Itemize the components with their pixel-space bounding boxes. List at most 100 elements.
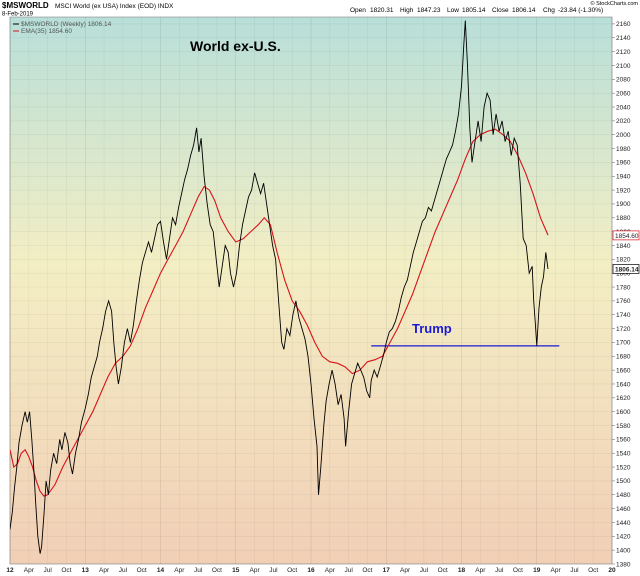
y-tick-label: 2000 <box>616 132 631 139</box>
x-tick-label: Oct <box>513 567 523 574</box>
x-axis: 12 Apr Jul Oct 13 Apr Jul Oct 14 Apr Jul Oct 15 Apr Ju… <box>6 567 616 574</box>
grid <box>9 17 613 565</box>
price-series-line <box>10 20 549 554</box>
close-label: Close <box>492 7 509 14</box>
y-tick-label: 1560 <box>616 437 631 444</box>
chart-title: World ex-U.S. <box>190 38 281 54</box>
y-tick-label: 1680 <box>616 354 631 361</box>
legend-ema-label: EMA(35) 1854.60 <box>21 28 72 35</box>
y-tick-label: 2160 <box>616 21 631 28</box>
y-tick-label: 2100 <box>616 63 631 70</box>
y-axis: 1380 1400 1420 1440 1460 1480 1500 1520 1540 1560… <box>612 21 631 568</box>
y-tick-label: 1520 <box>616 464 631 471</box>
low-label: Low <box>447 7 459 14</box>
y-tick-label: 1820 <box>616 257 631 264</box>
y-tick-label: 2080 <box>616 77 631 84</box>
y-tick-label: 1740 <box>616 312 631 319</box>
y-tick-label: 1440 <box>616 520 631 527</box>
close-value: 1806.14 <box>512 7 536 14</box>
x-tick-label: Oct <box>287 567 297 574</box>
x-tick-label: 20 <box>608 567 616 574</box>
x-tick-label: Jul <box>43 567 52 574</box>
y-tick-label: 2120 <box>616 49 631 56</box>
y-tick-label: 1920 <box>616 187 631 194</box>
y-tick-label: 1840 <box>616 243 631 250</box>
x-tick-label: Jul <box>119 567 128 574</box>
y-tick-label: 1720 <box>616 326 631 333</box>
low-value: 1805.14 <box>462 7 486 14</box>
x-tick-label: Apr <box>99 567 110 574</box>
x-tick-label: Apr <box>325 567 336 574</box>
y-tick-label: 1380 <box>616 561 631 568</box>
y-tick-label: 2140 <box>616 35 631 42</box>
open-value: 1820.31 <box>370 7 394 14</box>
y-tick-label: 1900 <box>616 201 631 208</box>
x-tick-label: 14 <box>157 567 165 574</box>
chart-header: $MSWORLD MSCI World (ex USA) Index (EOD)… <box>2 0 638 18</box>
date: 8-Feb-2019 <box>2 12 34 18</box>
price-tags: 1854.60 1806.14 <box>612 230 640 274</box>
plot-area <box>9 16 613 565</box>
x-tick-label: Jul <box>194 567 203 574</box>
y-tick-label: 1460 <box>616 506 631 513</box>
x-tick-label: Apr <box>400 567 411 574</box>
x-tick-label: Oct <box>212 567 222 574</box>
x-tick-label: 15 <box>232 567 240 574</box>
y-tick-label: 1780 <box>616 284 631 291</box>
open-label: Open <box>350 7 366 14</box>
y-tick-label: 1880 <box>616 215 631 222</box>
x-tick-label: Apr <box>24 567 35 574</box>
x-tick-label: Apr <box>250 567 261 574</box>
x-tick-label: 13 <box>82 567 90 574</box>
description: MSCI World (ex USA) Index (EOD) INDX <box>55 3 174 10</box>
y-tick-label: 1400 <box>616 547 631 554</box>
x-tick-label: Apr <box>551 567 562 574</box>
y-tick-label: 1620 <box>616 395 631 402</box>
y-tick-label: 1640 <box>616 381 631 388</box>
x-tick-label: Oct <box>61 567 71 574</box>
ema-price-tag <box>612 230 640 241</box>
y-tick-label: 1700 <box>616 340 631 347</box>
y-tick-label: 1660 <box>616 367 631 374</box>
x-tick-label: Jul <box>570 567 579 574</box>
chg-value: -23.84 (-1.30%) <box>558 7 603 14</box>
y-tick-label: 1500 <box>616 478 631 485</box>
y-tick-label: 1940 <box>616 174 631 181</box>
y-tick-label: 1800 <box>616 270 631 277</box>
y-tick-label: 2060 <box>616 90 631 97</box>
y-tick-label: 1540 <box>616 451 631 458</box>
chg-label: Chg <box>543 7 555 14</box>
x-tick-label: 19 <box>533 567 541 574</box>
x-tick-label: Oct <box>588 567 598 574</box>
ema-price-tag-label: 1854.60 <box>615 233 639 240</box>
symbol: $MSWORLD <box>2 1 49 10</box>
x-tick-label: Oct <box>137 567 147 574</box>
legend-price-label: $MSWORLD (Weekly) 1806.14 <box>21 21 112 28</box>
legend: $MSWORLD (Weekly) 1806.14 EMA(35) 1854.6… <box>13 21 112 35</box>
x-tick-label: Jul <box>269 567 278 574</box>
x-tick-label: Oct <box>362 567 372 574</box>
x-tick-label: Apr <box>475 567 486 574</box>
x-tick-label: Apr <box>174 567 185 574</box>
x-tick-label: Oct <box>438 567 448 574</box>
y-tick-label: 1760 <box>616 298 631 305</box>
high-value: 1847.23 <box>417 7 441 14</box>
ema-series-line <box>10 128 549 497</box>
watermark: © StockCharts.com <box>591 0 639 7</box>
x-tick-label: 17 <box>383 567 391 574</box>
y-tick-label: 1960 <box>616 160 631 167</box>
x-tick-label: Jul <box>344 567 353 574</box>
x-tick-label: 18 <box>458 567 466 574</box>
x-tick-label: 16 <box>307 567 315 574</box>
y-tick-label: 1580 <box>616 423 631 430</box>
x-tick-label: Jul <box>420 567 429 574</box>
trump-annotation: Trump <box>412 321 452 336</box>
y-tick-label: 1420 <box>616 534 631 541</box>
y-tick-label: 1600 <box>616 409 631 416</box>
high-label: High <box>400 7 414 14</box>
y-tick-label: 1980 <box>616 146 631 153</box>
last-price-tag <box>612 264 640 274</box>
y-tick-label: 1480 <box>616 492 631 499</box>
x-tick-label: Jul <box>495 567 504 574</box>
